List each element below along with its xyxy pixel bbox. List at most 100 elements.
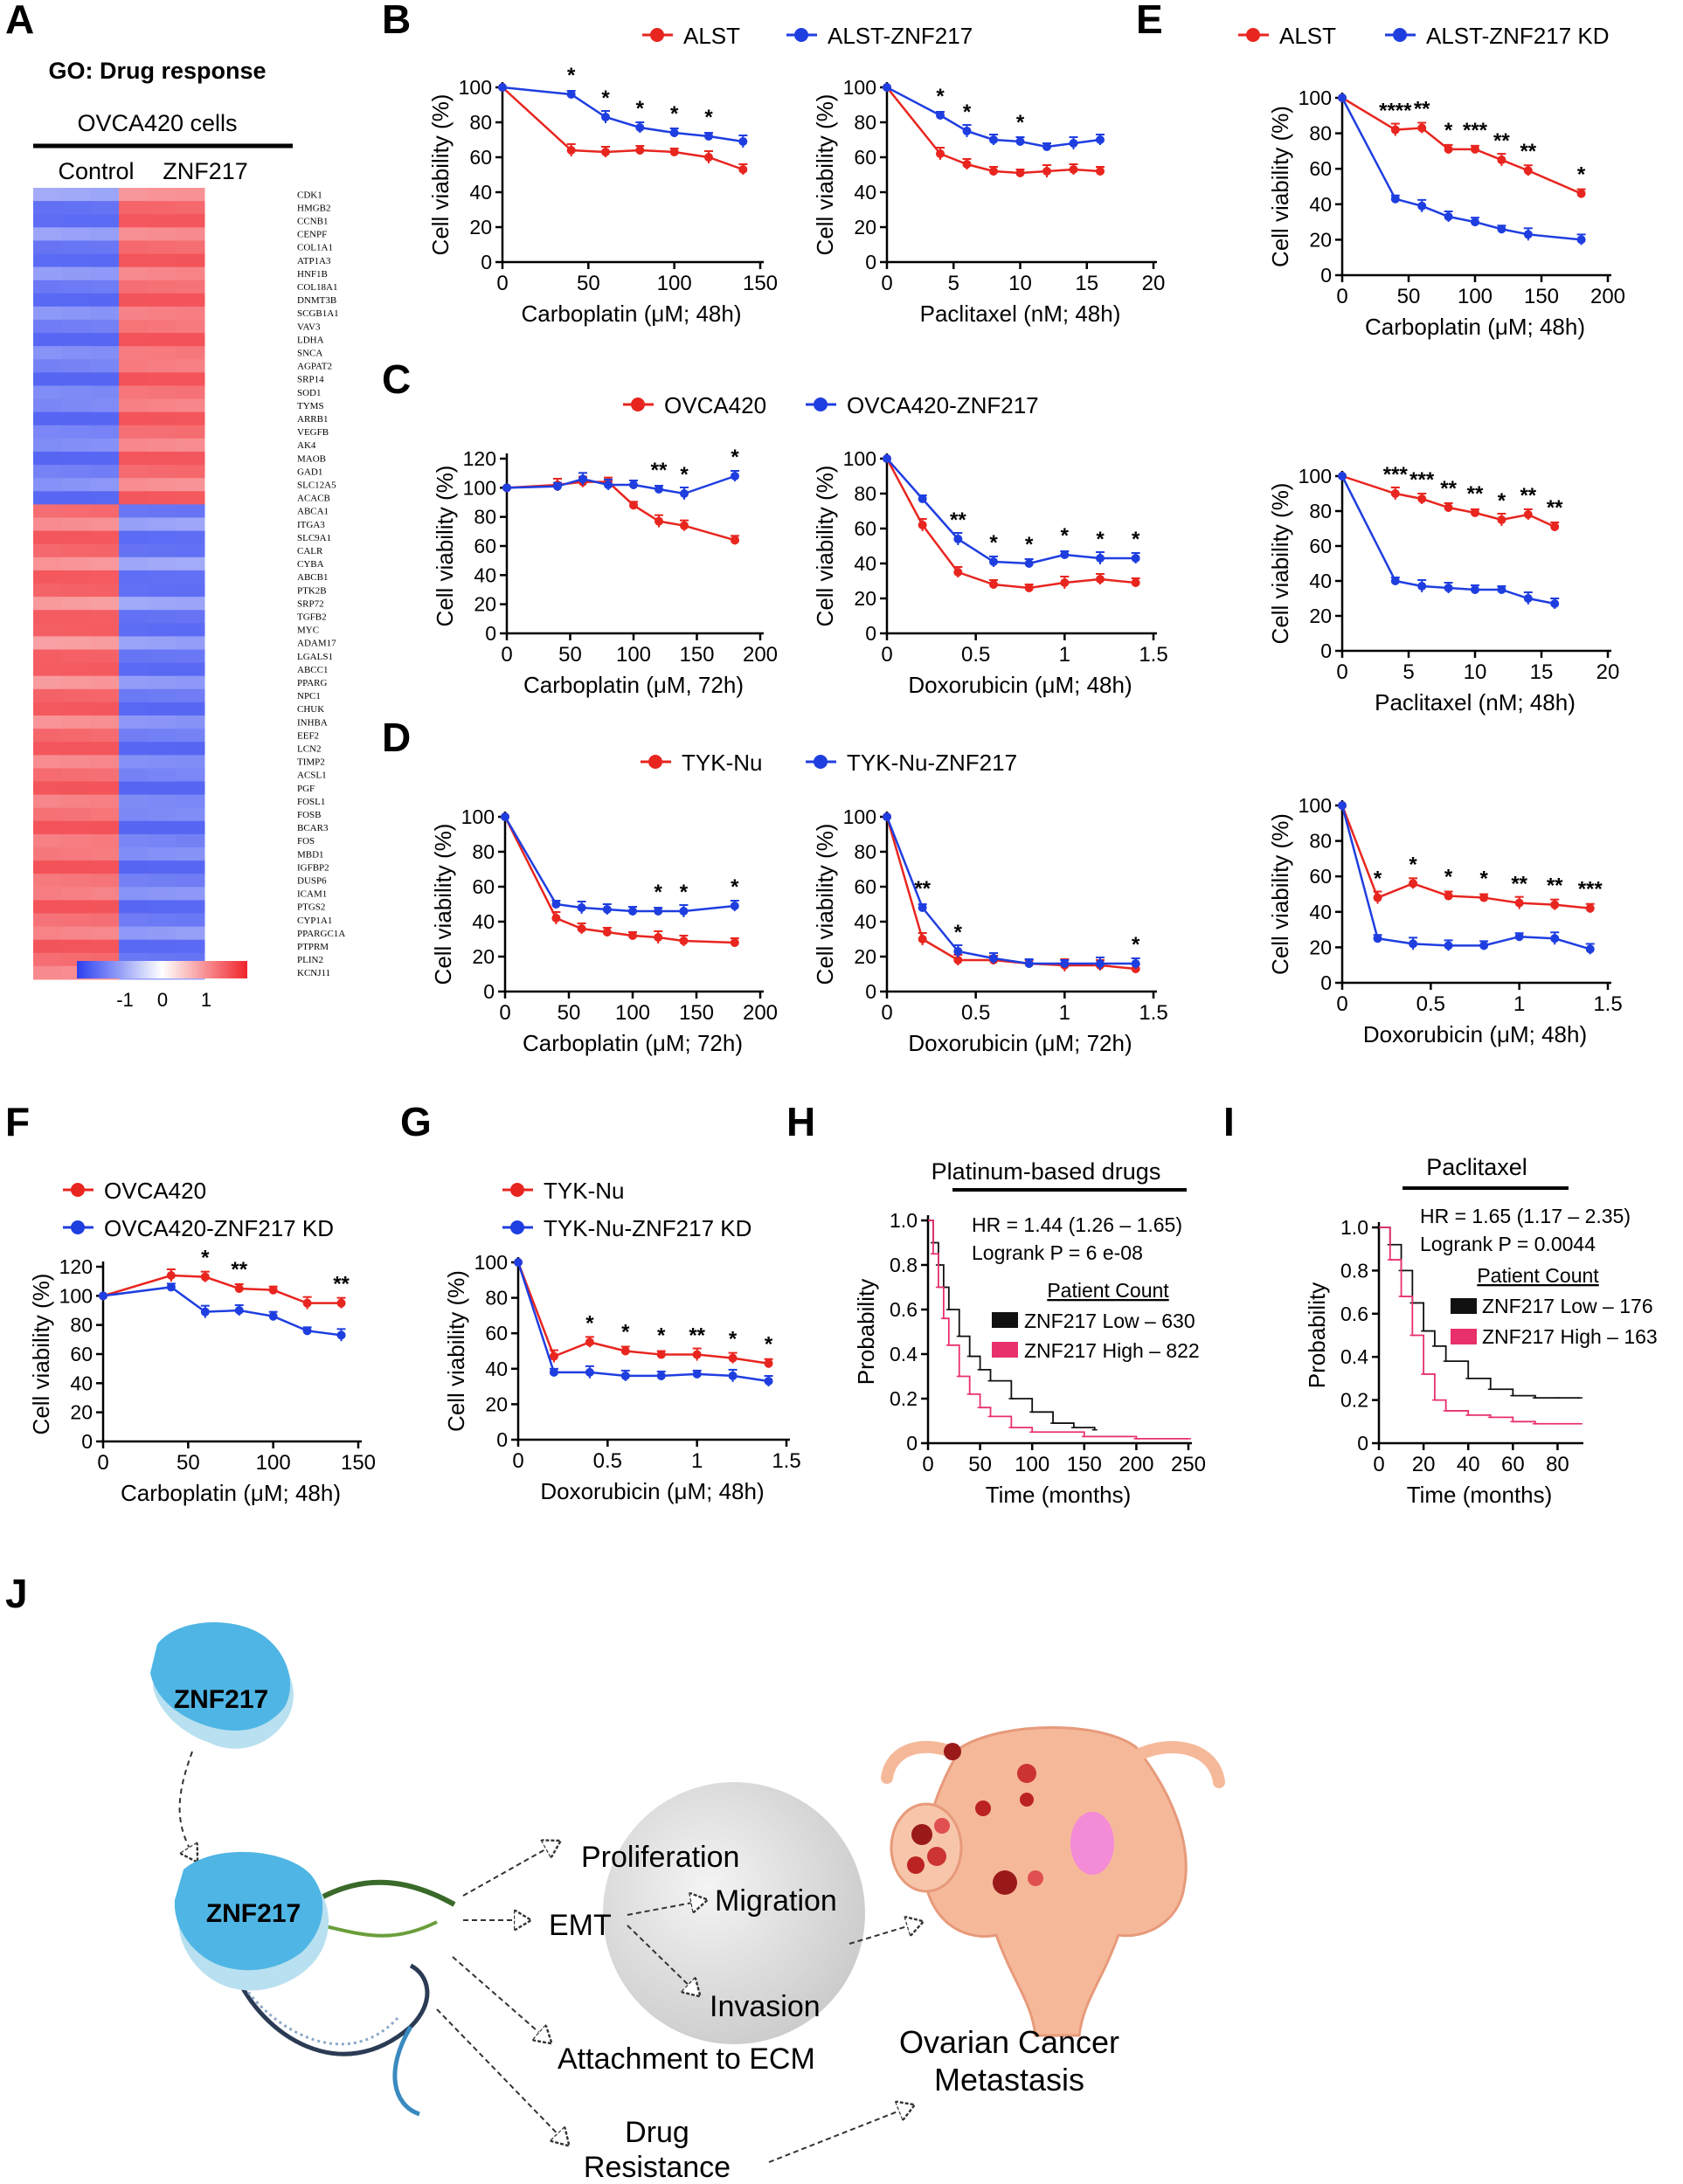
y-tick-label: 80	[854, 111, 876, 134]
heatmap-cell	[119, 425, 149, 439]
data-point	[669, 128, 679, 137]
heatmap-cell	[33, 649, 63, 664]
chart-g1: 0 0.5 1 1.5 0 20 40 60 80 100 Doxorubicin (μM; 48h…	[443, 1251, 801, 1504]
data-point	[1096, 554, 1105, 563]
x-axis-label: Carboplatin (μM; 48h)	[522, 301, 742, 327]
series-alst-znf217-kd	[1338, 801, 1595, 955]
heatmap-cell	[33, 411, 63, 426]
y-axis-label: Cell viability (%)	[443, 1270, 469, 1432]
heatmap-cell	[176, 478, 205, 492]
chart-d1: 0 50 100 150 200 0 20 40 60 80 100 Carboplatin (μM;…	[430, 805, 778, 1056]
x-tick-label: 150	[743, 272, 778, 295]
heatmap-cell	[176, 530, 205, 545]
heatmap-cell	[61, 623, 91, 637]
heatmap-cell	[61, 333, 91, 347]
data-point	[1060, 959, 1070, 968]
data-point	[1497, 585, 1506, 594]
x-axis-label: Carboplatin (μM; 72h)	[523, 1030, 743, 1056]
znf217-protein-bottom: ZNF217	[174, 1851, 329, 1991]
data-point	[704, 153, 713, 162]
heatmap-gene-label: VEGFB	[297, 427, 329, 438]
heatmap-cell	[33, 240, 63, 254]
heatmap-cell	[176, 900, 205, 914]
heatmap-cell	[33, 530, 63, 545]
heatmap-cell	[119, 926, 149, 941]
y-tick-label: 0.8	[1340, 1259, 1368, 1282]
data-point	[1390, 125, 1400, 135]
data-point	[1444, 503, 1453, 512]
heatmap-cell	[61, 293, 91, 308]
significance-star: *	[1016, 111, 1025, 135]
y-axis-label: Cell viability (%)	[812, 824, 838, 985]
data-point	[302, 1298, 312, 1308]
y-axis-label: Cell viability (%)	[812, 466, 838, 627]
arrow-proliferation	[462, 1842, 559, 1897]
y-tick-label: 20	[485, 1393, 508, 1415]
y-tick-label: 80	[854, 840, 876, 863]
data-point	[1060, 578, 1070, 587]
heatmap-cell	[33, 623, 63, 637]
data-point	[1576, 189, 1586, 198]
legend-e: ALST ALST-ZNF217 KD	[1238, 23, 1610, 49]
heatmap-group-control: Control	[58, 158, 134, 184]
heatmap-gene-label: TGFB2	[297, 612, 327, 623]
x-tick-label: 0.5	[961, 1001, 990, 1025]
km-i-low: ZNF217 Low – 176	[1482, 1295, 1653, 1317]
km-h-title: Platinum-based drugs	[932, 1158, 1161, 1185]
significance-star: **	[1520, 140, 1536, 163]
heatmap-cell	[119, 702, 149, 716]
heatmap-cell	[176, 820, 205, 835]
heatmap-cell	[90, 729, 120, 743]
heatmap-cell	[119, 794, 149, 809]
km-i-high: ZNF217 High – 163	[1482, 1325, 1658, 1348]
x-tick-label: 200	[1590, 285, 1625, 308]
x-tick-label: 0	[1373, 1453, 1384, 1476]
heatmap-cell	[147, 306, 177, 321]
data-point	[704, 132, 713, 141]
heatmap-cell	[147, 913, 177, 928]
heatmap-cell	[176, 781, 205, 796]
heatmap-cell	[90, 411, 120, 426]
x-tick-label: 100	[256, 1451, 291, 1475]
y-tick-label: 120	[59, 1255, 93, 1278]
heatmap-cell	[176, 913, 205, 928]
y-tick-label: 40	[472, 910, 495, 933]
significance-star: **	[1511, 873, 1527, 896]
series-ovca420-znf217	[883, 454, 1140, 568]
series-line	[886, 86, 1101, 175]
data-point	[692, 1350, 702, 1359]
y-tick-label: 60	[469, 146, 492, 169]
arrow-drug	[436, 2008, 568, 2145]
data-point	[166, 1282, 176, 1292]
heatmap-cell	[119, 201, 149, 215]
heatmap-cell	[61, 820, 91, 835]
y-tick-label: 0	[1320, 639, 1332, 662]
heatmap-cell	[119, 385, 149, 400]
x-tick-label: 100	[657, 272, 692, 295]
heatmap-group-znf217: ZNF217	[163, 158, 248, 184]
y-axis-label: Cell viability (%)	[1267, 106, 1293, 267]
heatmap-cell	[176, 649, 205, 664]
heatmap-cell	[33, 517, 63, 532]
heatmap-cell	[147, 398, 177, 413]
y-tick-label: 100	[1299, 86, 1332, 109]
heatmap-cell	[176, 860, 205, 874]
heatmap-cell	[90, 939, 120, 954]
y-tick-label: 80	[854, 482, 876, 505]
heatmap-cell	[33, 491, 63, 505]
y-tick-label: 20	[854, 945, 876, 968]
heatmap-cell	[119, 781, 149, 796]
data-point	[602, 905, 612, 914]
x-tick-label: 20	[1412, 1453, 1436, 1476]
series-line	[1340, 97, 1582, 241]
heatmap-cell	[119, 610, 149, 624]
heatmap-cell	[147, 438, 177, 453]
data-point	[1409, 939, 1418, 949]
heatmap-cell	[147, 847, 177, 861]
y-tick-label: 80	[1309, 122, 1332, 145]
heatmap-cell	[147, 926, 177, 941]
heatmap-cell	[176, 491, 205, 505]
significance-star: **	[1467, 482, 1484, 506]
heatmap-cell	[147, 729, 177, 743]
heatmap-cell	[61, 478, 91, 492]
